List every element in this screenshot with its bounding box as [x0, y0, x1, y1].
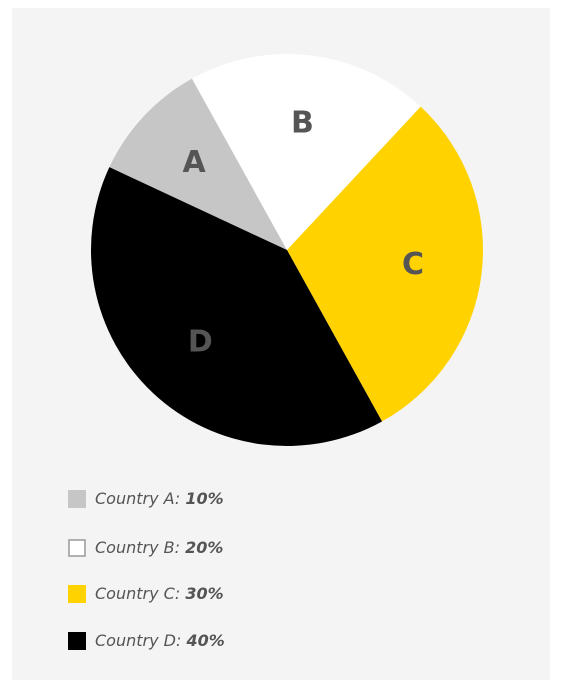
legend-entry: Country A: 10% [95, 489, 224, 508]
slice-label: A [183, 145, 207, 180]
legend-swatch [68, 585, 86, 603]
legend-label: Country D: [95, 631, 181, 650]
pie-slice [191, 53, 421, 251]
legend-swatch [68, 490, 86, 508]
legend-value: 30% [185, 584, 223, 603]
legend-value: 40% [185, 631, 224, 650]
legend-swatch [68, 539, 86, 557]
slice-label: C [402, 247, 424, 282]
pie-slice [90, 167, 383, 447]
legend-swatch [68, 632, 86, 650]
pie-slice [109, 78, 287, 250]
legend-value: 10% [185, 489, 223, 508]
pie-slice [287, 106, 483, 422]
legend-label: Country C: [95, 584, 180, 603]
legend-value: 20% [185, 538, 223, 557]
legend-label: Country A: [95, 489, 180, 508]
legend-entry: Country B: 20% [95, 538, 223, 557]
legend-label: Country B: [95, 538, 180, 557]
slice-label: D [188, 324, 213, 359]
slice-label: B [291, 105, 314, 140]
legend-entry: Country D: 40% [95, 631, 225, 650]
legend-entry: Country C: 30% [95, 584, 224, 603]
